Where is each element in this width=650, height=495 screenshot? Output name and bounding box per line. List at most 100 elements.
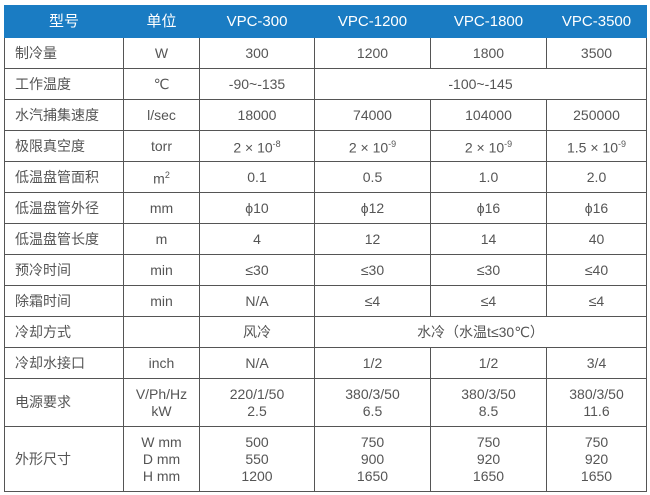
cell: ≤30	[314, 254, 431, 286]
cell: 1800	[430, 37, 547, 69]
unit-line: kW	[151, 402, 172, 419]
unit-line: V/Ph/Hz	[135, 385, 188, 402]
cell: ≤4	[430, 285, 547, 317]
cell: 12	[314, 223, 431, 255]
value-line: 220/1/50	[229, 385, 285, 402]
value-line: 1200	[241, 467, 273, 484]
cell: ≤4	[314, 285, 431, 317]
table-row: 水汽捕集速度 l/sec 18000 74000 104000 250000	[4, 99, 647, 131]
cell: 1/2	[314, 347, 431, 379]
value-line: 920	[584, 450, 609, 467]
unit: ℃	[123, 68, 200, 100]
cell: 4	[199, 223, 315, 255]
cell: 2 × 10-9	[430, 130, 547, 162]
cell: N/A	[199, 285, 315, 317]
row-label: 工作温度	[4, 68, 124, 100]
value-line: 6.5	[362, 402, 383, 419]
cell: 380/3/50 11.6	[546, 378, 647, 427]
table-row: 外形尺寸 W mm D mm H mm 500 550 1200 750 900 1650 …	[4, 426, 647, 492]
table-row: 预冷时间 min ≤30 ≤30 ≤30 ≤40	[4, 254, 647, 286]
cell: ≤30	[430, 254, 547, 286]
cell: 380/3/50 6.5	[314, 378, 431, 427]
value-line: 550	[245, 450, 269, 467]
row-label: 冷却方式	[4, 316, 124, 348]
unit: m2	[123, 161, 200, 193]
cell: 1200	[314, 37, 431, 69]
cell: 250000	[546, 99, 647, 131]
cell: 1.5 × 10-9	[546, 130, 647, 162]
cell: 40	[546, 223, 647, 255]
cell: 220/1/50 2.5	[199, 378, 315, 427]
cell: ≤40	[546, 254, 647, 286]
unit-line: H mm	[142, 467, 181, 484]
unit-exponent: 2	[164, 169, 170, 180]
cell: 2.0	[546, 161, 647, 193]
base: 2 × 10	[464, 139, 505, 156]
header-row: 型号 单位 VPC-300 VPC-1200 VPC-1800 VPC-3500	[4, 5, 647, 38]
unit: inch	[123, 347, 200, 379]
cell: ϕ16	[430, 192, 547, 224]
unit-line: W mm	[141, 433, 182, 450]
unit: min	[123, 285, 200, 317]
table-row: 除霜时间 min N/A ≤4 ≤4 ≤4	[4, 285, 647, 317]
value-line: 2.5	[247, 402, 267, 419]
unit: min	[123, 254, 200, 286]
cell: ϕ12	[314, 192, 431, 224]
unit: W mm D mm H mm	[123, 426, 200, 492]
row-label: 除霜时间	[4, 285, 124, 317]
base: 2 × 10	[348, 139, 389, 156]
value-line: 900	[360, 450, 385, 467]
value-line: 380/3/50	[461, 385, 516, 402]
unit: mm	[123, 192, 200, 224]
cell: 0.1	[199, 161, 315, 193]
cell: 104000	[430, 99, 547, 131]
cell: ≤30	[199, 254, 315, 286]
header-unit: 单位	[123, 5, 200, 38]
cell: 1.0	[430, 161, 547, 193]
value-line: 750	[584, 433, 609, 450]
cell: 2 × 10-9	[314, 130, 431, 162]
unit: torr	[123, 130, 200, 162]
cell: 3/4	[546, 347, 647, 379]
spec-table: 型号 单位 VPC-300 VPC-1200 VPC-1800 VPC-3500…	[4, 5, 647, 492]
exponent: -9	[388, 138, 397, 149]
header-vpc300: VPC-300	[199, 5, 315, 38]
cell: 3500	[546, 37, 647, 69]
value-line: 750	[360, 433, 385, 450]
table-row: 极限真空度 torr 2 × 10-8 2 × 10-9 2 × 10-9 1.…	[4, 130, 647, 162]
value-line: 11.6	[583, 402, 610, 419]
exponent: -9	[617, 138, 626, 149]
cell: 水冷（水温t≤30℃）	[314, 316, 647, 348]
row-label: 低温盘管外径	[4, 192, 124, 224]
table-row: 制冷量 W 300 1200 1800 3500	[4, 37, 647, 69]
cell: ϕ10	[199, 192, 315, 224]
cell: 2 × 10-8	[199, 130, 315, 162]
cell: -100~-145	[314, 68, 647, 100]
value-line: 500	[245, 433, 269, 450]
cell: 风冷	[199, 316, 315, 348]
table-row: 工作温度 ℃ -90~-135 -100~-145	[4, 68, 647, 100]
table-row: 电源要求 V/Ph/Hz kW 220/1/50 2.5 380/3/50 6.5 3…	[4, 378, 647, 427]
row-label: 制冷量	[4, 37, 124, 69]
exponent: -9	[504, 138, 513, 149]
value-line: 8.5	[478, 402, 499, 419]
cell: 18000	[199, 99, 315, 131]
cell: 74000	[314, 99, 431, 131]
unit	[123, 316, 200, 348]
header-vpc1200: VPC-1200	[314, 5, 431, 38]
table-row: 低温盘管外径 mm ϕ10 ϕ12 ϕ16 ϕ16	[4, 192, 647, 224]
cell: 500 550 1200	[199, 426, 315, 492]
cell: ϕ16	[546, 192, 647, 224]
row-label: 低温盘管面积	[4, 161, 124, 193]
cell: 300	[199, 37, 315, 69]
header-model: 型号	[4, 5, 124, 38]
table-row: 冷却方式 风冷 水冷（水温t≤30℃）	[4, 316, 647, 348]
row-label: 外形尺寸	[4, 426, 124, 492]
value-line: 1650	[580, 467, 613, 484]
value-line: 1650	[356, 467, 389, 484]
row-label: 极限真空度	[4, 130, 124, 162]
cell: N/A	[199, 347, 315, 379]
unit: m	[123, 223, 200, 255]
cell: -90~-135	[199, 68, 315, 100]
value-line: 1650	[472, 467, 505, 484]
